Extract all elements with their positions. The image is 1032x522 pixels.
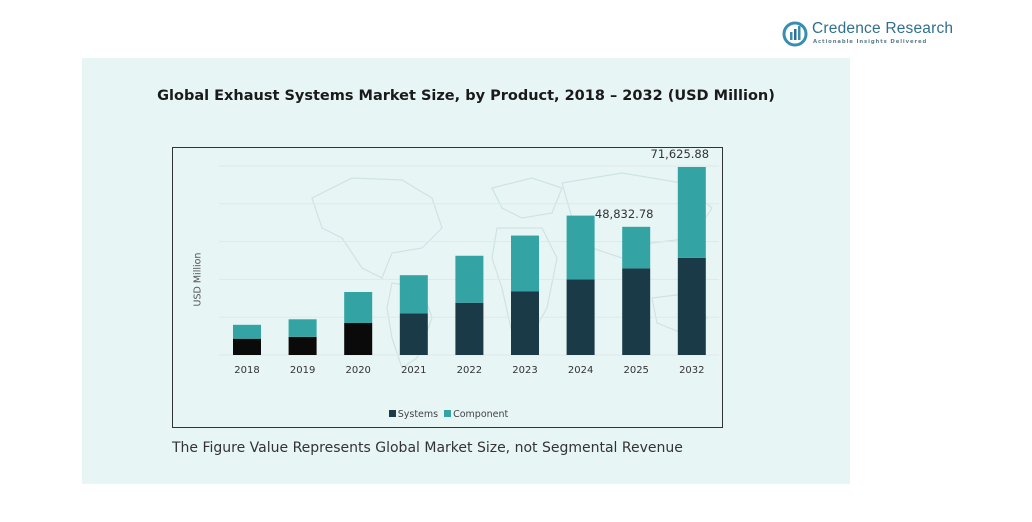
chart-panel: Global Exhaust Systems Market Size, by P… <box>82 58 850 484</box>
bar-systems-2022 <box>455 302 484 355</box>
x-tick-label: 2020 <box>345 365 370 376</box>
legend-swatch-systems <box>388 410 396 417</box>
bar-systems-2025 <box>622 268 651 355</box>
x-tick-label: 2024 <box>568 365 593 376</box>
bar-systems-2019 <box>288 336 317 355</box>
y-axis-label: USD Million <box>192 252 204 307</box>
x-tick-label: 2025 <box>623 365 648 376</box>
bar-systems-2020 <box>344 322 373 355</box>
x-tick-label: 2023 <box>512 365 537 376</box>
chart-plot: 2018 2019 2020 2021 2022 2023 2024 2025 48,832.7… <box>219 148 719 376</box>
bar-component-2019 <box>288 319 317 337</box>
footnote: The Figure Value Represents Global Marke… <box>172 440 683 456</box>
chart-frame: 2018 2019 2020 2021 2022 2023 2024 2025 48,832.7… <box>172 147 723 428</box>
legend-label-systems: Systems <box>397 409 439 420</box>
data-label-2032: 71,625.88 <box>651 148 710 161</box>
x-tick-label: 2021 <box>401 365 426 376</box>
bar-component-2023 <box>511 235 539 292</box>
bar-systems-2018 <box>233 338 261 355</box>
data-label-2025: 48,832.78 <box>595 207 654 221</box>
legend-swatch-component <box>444 410 452 417</box>
brand-tagline: Actionable Insights Delivered <box>813 39 928 45</box>
bar-systems-2021 <box>399 313 428 355</box>
bar-component-2022 <box>455 255 484 303</box>
x-tick-label: 2018 <box>234 365 259 376</box>
legend-label-component: Component <box>453 409 509 420</box>
x-tick-label: 2032 <box>679 365 704 376</box>
chart-legend: Systems Component <box>173 409 724 420</box>
bar-component-2021 <box>399 275 428 314</box>
bar-component-2020 <box>344 292 373 323</box>
logo-mark-icon <box>782 21 808 47</box>
chart-title: Global Exhaust Systems Market Size, by P… <box>157 88 775 104</box>
legend-item-component: Component <box>444 409 508 420</box>
legend-item-systems: Systems <box>388 409 439 420</box>
bar-component-2032 <box>677 166 706 258</box>
x-tick-label: 2022 <box>457 365 482 376</box>
x-tick-label: 2019 <box>290 365 315 376</box>
bar-component-2025 <box>622 226 651 269</box>
bar-systems-2032 <box>677 257 706 355</box>
bar-component-2018 <box>233 324 261 339</box>
bar-systems-2023 <box>511 291 539 355</box>
brand-logo: Credence Research Actionable Insights De… <box>782 20 962 48</box>
bar-component-2024 <box>566 215 595 280</box>
brand-name: Credence Research <box>812 20 954 37</box>
bar-systems-2024 <box>566 279 595 355</box>
